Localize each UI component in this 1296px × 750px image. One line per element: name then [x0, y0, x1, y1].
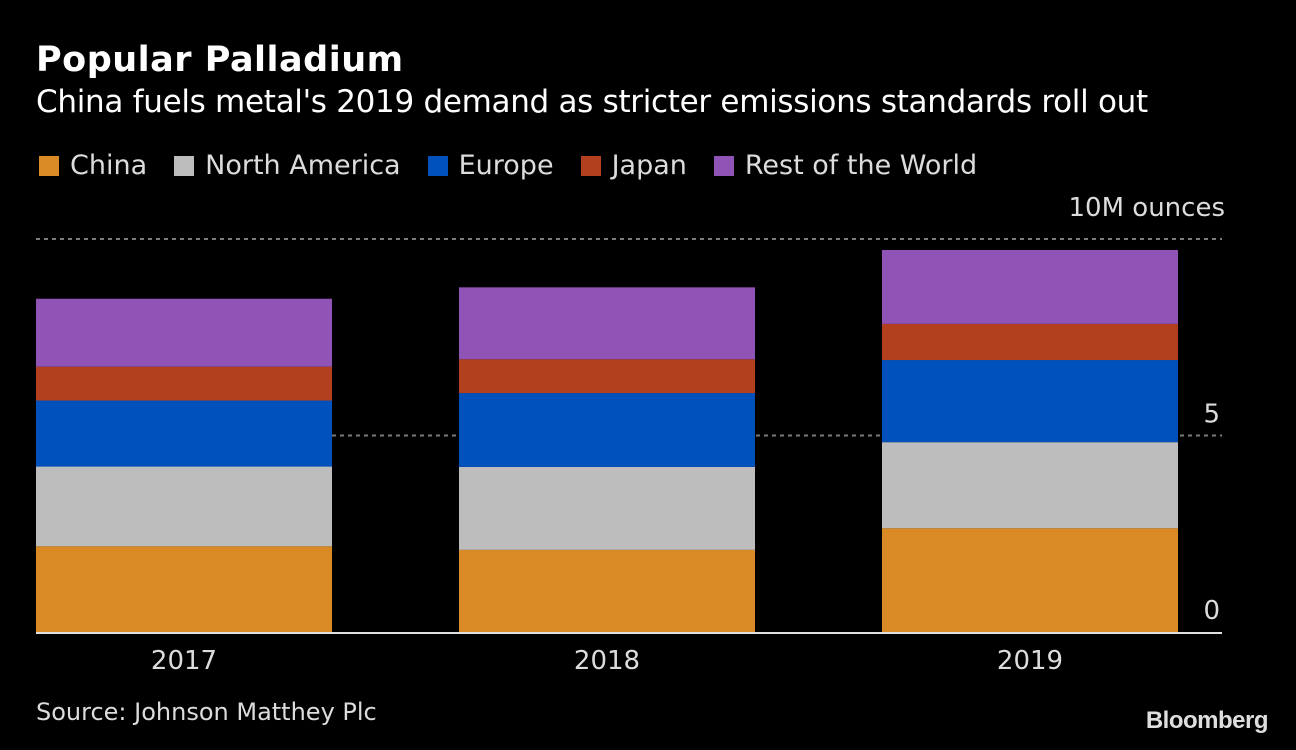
x-axis-ticks: 2017 2018 2019 — [151, 646, 1063, 676]
x-tick-label: 2019 — [997, 646, 1063, 676]
bar-segment-europe-2018 — [459, 393, 755, 467]
bar-segment-north-america-2019 — [882, 442, 1178, 529]
legend-label: Japan — [611, 150, 687, 181]
bloomberg-logo: Bloomberg — [1145, 707, 1269, 734]
x-tick-label: 2018 — [574, 646, 640, 676]
legend-item-north-america: North America — [174, 150, 401, 181]
legend-swatch-north-america — [174, 155, 195, 176]
bar-segment-europe-2019 — [882, 360, 1178, 443]
legend-swatch-europe — [427, 155, 448, 176]
bar-segment-china-2019 — [882, 528, 1178, 632]
legend-label: Europe — [458, 150, 554, 181]
chart-title: Popular Palladium — [36, 40, 404, 80]
legend-item-japan: Japan — [580, 150, 687, 181]
legend-item-china: China — [39, 150, 147, 181]
bar-segment-japan-2018 — [459, 359, 755, 394]
bar-segment-rest-of-the-world-2018 — [459, 287, 755, 360]
bar-segment-japan-2017 — [36, 366, 332, 401]
y-axis-unit-label: 10M ounces — [1068, 193, 1225, 223]
legend-swatch-japan — [580, 155, 601, 176]
y-tick-label: 0 — [1203, 596, 1220, 626]
legend-swatch-rest-of-world — [713, 155, 734, 176]
bar-segment-rest-of-the-world-2019 — [882, 250, 1178, 324]
legend-label: China — [70, 150, 148, 181]
y-tick-label: 5 — [1203, 400, 1220, 430]
legend-item-europe: Europe — [427, 150, 554, 181]
legend-swatch-china — [39, 155, 59, 176]
bar-segment-rest-of-the-world-2017 — [36, 298, 332, 367]
bar-segment-north-america-2018 — [459, 466, 755, 550]
bar-segment-japan-2019 — [882, 323, 1178, 361]
legend-label: Rest of the World — [744, 150, 978, 181]
bar-segment-europe-2017 — [36, 400, 332, 467]
chart-subtitle: China fuels metal's 2019 demand as stric… — [36, 84, 1148, 120]
bars — [36, 250, 1178, 632]
x-tick-label: 2017 — [151, 646, 217, 676]
y-axis-ticks: 05 — [1203, 400, 1220, 627]
bar-segment-china-2017 — [36, 546, 332, 632]
bar-segment-china-2018 — [459, 549, 755, 632]
legend: China North America Europe Japan Rest of… — [39, 150, 1004, 181]
bar-segment-north-america-2017 — [36, 466, 332, 547]
legend-item-rest-of-world: Rest of the World — [713, 150, 978, 181]
legend-label: North America — [205, 150, 401, 181]
source-note: Source: Johnson Matthey Plc — [36, 698, 377, 726]
